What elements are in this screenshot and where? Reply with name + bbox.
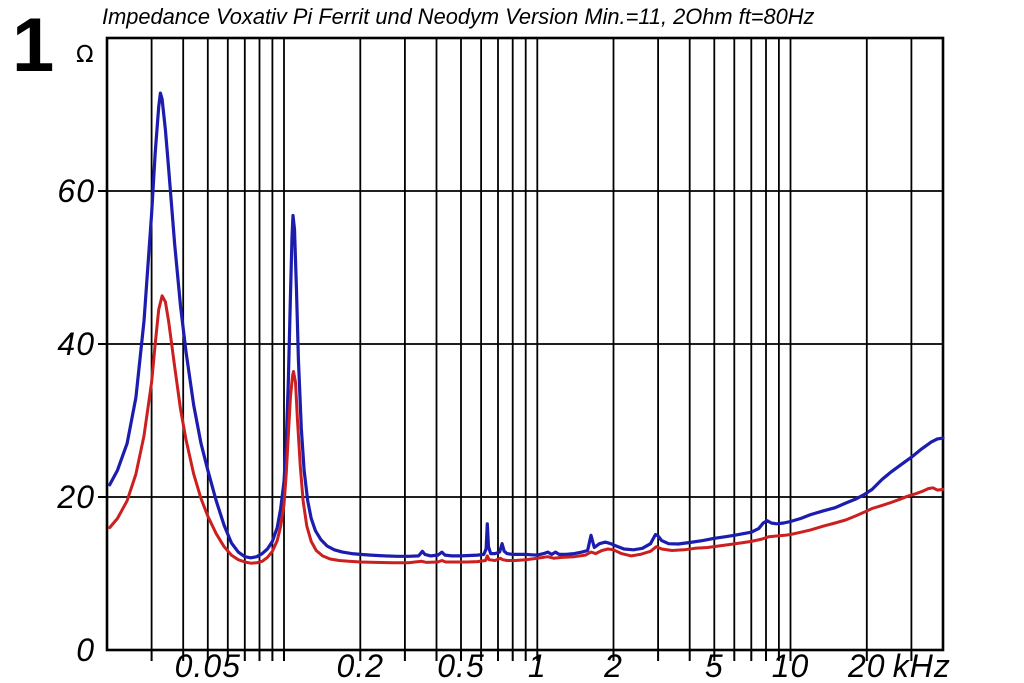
- x-tick-label: 2: [603, 648, 623, 683]
- x-tick-label: 0.05: [175, 648, 241, 683]
- curve-blue: [108, 91, 945, 560]
- y-tick-label: 20: [56, 479, 95, 515]
- y-tick-label: 0: [76, 632, 95, 668]
- figure-number: 1: [12, 3, 55, 88]
- y-tick-label: 60: [57, 173, 95, 209]
- chart-title: Impedance Voxativ Pi Ferrit und Neodym V…: [102, 4, 815, 29]
- x-tick-label: 0.5: [437, 648, 484, 683]
- y-tick-label: 40: [57, 326, 95, 362]
- x-tick-label: 20: [847, 648, 886, 683]
- x-tick-label: 0.2: [337, 648, 384, 683]
- x-tick-label: 1: [528, 648, 547, 683]
- y-axis-unit-label: Ω: [76, 42, 94, 68]
- x-tick-label: 5: [705, 648, 724, 683]
- x-tick-label: 10: [772, 648, 810, 683]
- x-axis-unit-label: kHz: [893, 648, 951, 683]
- curve-red: [108, 294, 945, 565]
- plot-frame: [105, 36, 945, 652]
